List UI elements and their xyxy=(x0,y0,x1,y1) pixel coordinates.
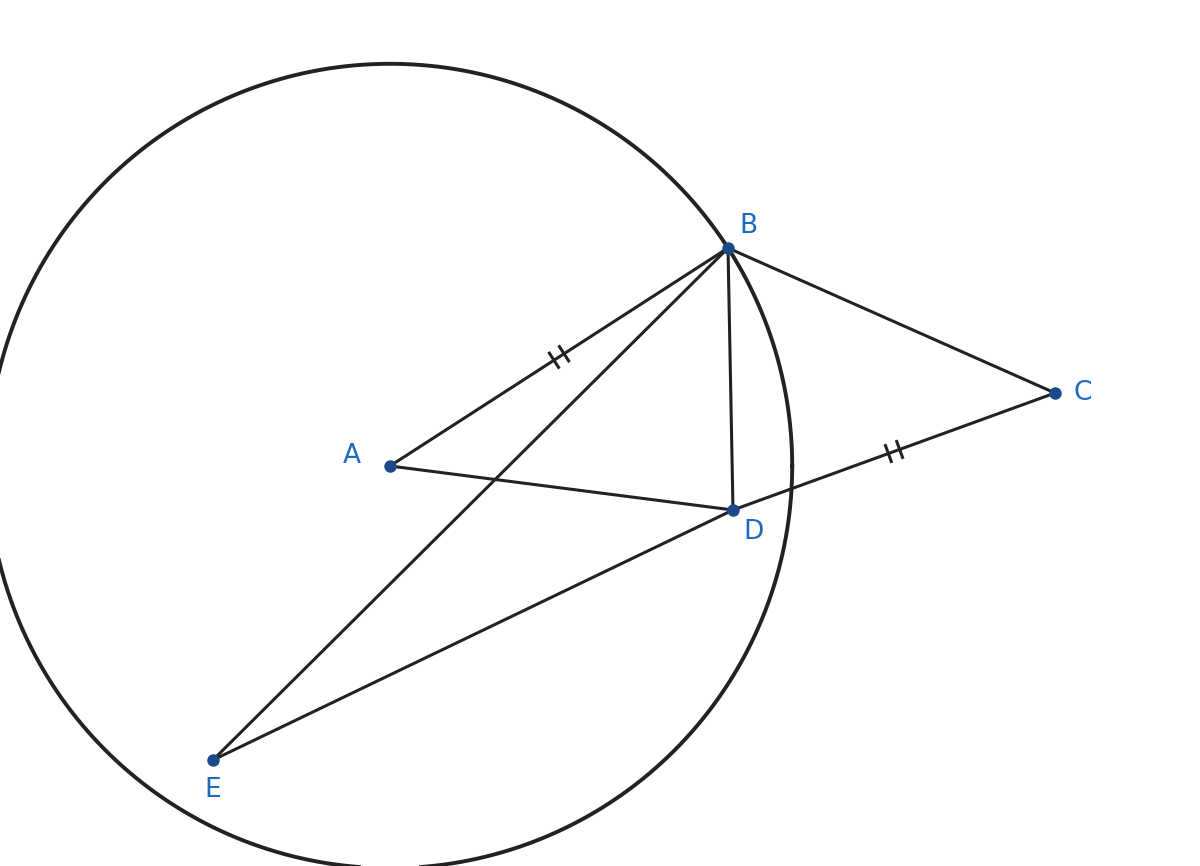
Text: A: A xyxy=(343,443,361,469)
Text: C: C xyxy=(1074,380,1092,406)
Text: E: E xyxy=(205,777,221,803)
Text: B: B xyxy=(739,213,757,239)
Text: D: D xyxy=(743,519,763,545)
